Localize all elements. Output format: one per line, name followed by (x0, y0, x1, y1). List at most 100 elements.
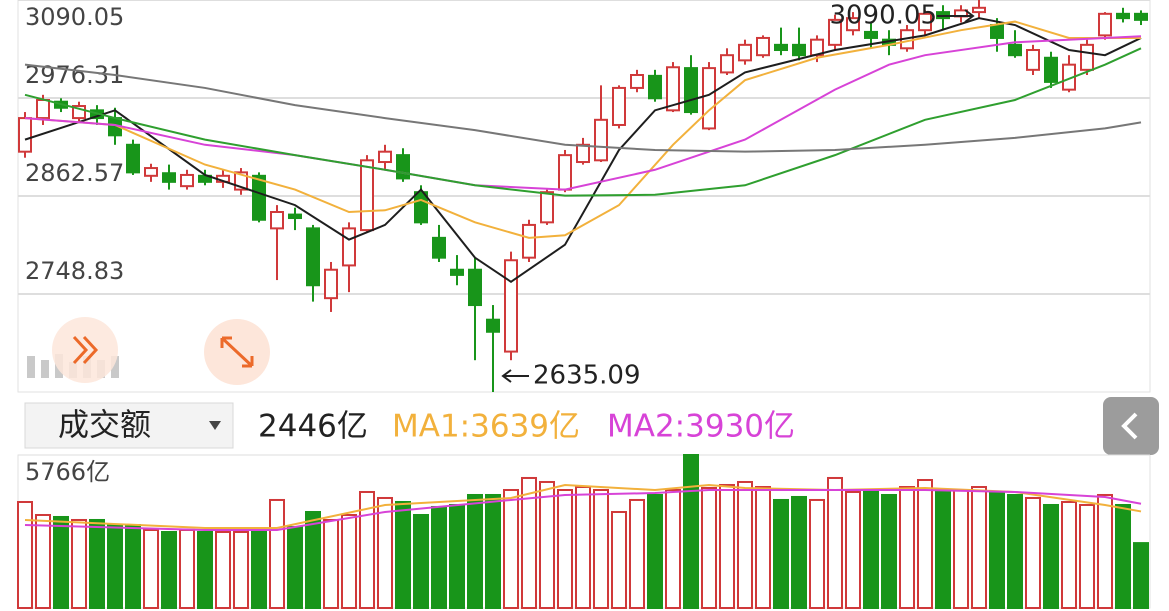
candle-body (270, 211, 284, 230)
volume-bar (17, 500, 33, 609)
min-arrow (501, 369, 529, 383)
volume-bar (215, 531, 231, 609)
candle-body (126, 143, 140, 174)
candle-body (450, 268, 464, 276)
volume-bar (1133, 542, 1149, 609)
volume-bar (917, 478, 933, 610)
volume-bar (791, 495, 807, 609)
volume-bar (593, 488, 609, 609)
candle-body (918, 12, 932, 32)
expand-icon (220, 336, 254, 368)
candle-body (990, 24, 1004, 39)
volume-bar (737, 480, 753, 610)
candle-body (558, 154, 572, 191)
volume-bar (503, 488, 519, 609)
dropdown-label: 成交额 (58, 408, 151, 444)
volume-bar (701, 486, 717, 609)
volume-bar (665, 488, 681, 609)
candle-body (522, 223, 536, 259)
candle-body (432, 236, 446, 259)
volume-bar (719, 483, 735, 610)
candle-body (1098, 12, 1112, 37)
candle-body (1116, 12, 1130, 20)
candle-body (594, 118, 608, 162)
candle-body (414, 191, 428, 224)
candle-body (972, 6, 986, 14)
candle-body (666, 66, 680, 112)
candle-body (486, 318, 500, 333)
volume-bar (179, 528, 195, 609)
side-toggle-icon (1121, 412, 1138, 440)
candle-body (630, 74, 644, 89)
volume-bar (323, 518, 339, 610)
volume-bar (899, 486, 915, 609)
y-tick-label: 5766亿 (25, 458, 110, 486)
volume-bar (881, 493, 897, 609)
candle-body (1080, 43, 1094, 71)
volume-bar (557, 488, 573, 609)
candle-body (36, 98, 50, 120)
volume-bar (251, 531, 267, 609)
volume-bar (35, 513, 51, 609)
ma-line (24, 63, 1142, 153)
volume-bar (1025, 496, 1041, 610)
volume-bar (89, 518, 105, 610)
min-annotation: 2635.09 (533, 361, 641, 391)
volume-bar (1061, 500, 1077, 609)
volume-bar (629, 498, 645, 610)
volume-bar (341, 513, 357, 609)
volume-bar (521, 476, 537, 609)
candle-body (846, 17, 860, 32)
candle-body (720, 54, 734, 74)
candle-body (1044, 56, 1058, 83)
volume-bar (935, 488, 951, 609)
candle-body (396, 154, 410, 180)
candle-body (540, 191, 554, 224)
ma-line (24, 35, 1142, 191)
volume-bar (467, 493, 483, 609)
y-tick-label: 2862.57 (25, 159, 124, 187)
volume-ma2: MA2:3930亿 (607, 409, 795, 445)
candle-body (576, 143, 590, 164)
candle-body (864, 30, 878, 39)
volume-bar (233, 531, 249, 609)
volume-bar (611, 510, 627, 610)
volume-bar (413, 513, 429, 609)
volume-bar (1097, 493, 1113, 609)
volume-bar (1079, 503, 1095, 609)
y-tick-label: 2748.83 (25, 257, 124, 285)
candle-body (18, 117, 32, 153)
candle-body (774, 43, 788, 52)
candle-body (162, 172, 176, 183)
ma-line (24, 488, 1142, 531)
collapse-icon (72, 335, 99, 365)
volume-bar (287, 525, 303, 609)
volume-bar (431, 505, 447, 609)
volume-bar (755, 486, 771, 609)
volume-bar (305, 510, 321, 610)
volume-value: 2446亿 (258, 409, 368, 445)
volume-bar (485, 493, 501, 609)
dropdown-box[interactable] (24, 402, 234, 449)
volume-bar (773, 498, 789, 610)
candle-body (702, 67, 716, 130)
candle-body (342, 227, 356, 267)
indicator-dropdown[interactable]: 成交额 (24, 402, 234, 449)
volume-bar (1043, 503, 1059, 609)
volume-bar (269, 498, 285, 610)
candle-body (144, 167, 158, 177)
volume-bar (953, 488, 969, 609)
side-toggle[interactable] (1103, 397, 1159, 455)
toolbar-icons (27, 317, 270, 385)
volume-bar (161, 531, 177, 609)
candle-body (288, 213, 302, 220)
volume-bar (359, 490, 375, 609)
side-toggle-button[interactable] (1103, 397, 1159, 455)
candle-body (756, 36, 770, 57)
candle-body (306, 227, 320, 287)
volume-bar (575, 486, 591, 609)
candle-body (360, 159, 374, 232)
volume-bar (539, 480, 555, 610)
